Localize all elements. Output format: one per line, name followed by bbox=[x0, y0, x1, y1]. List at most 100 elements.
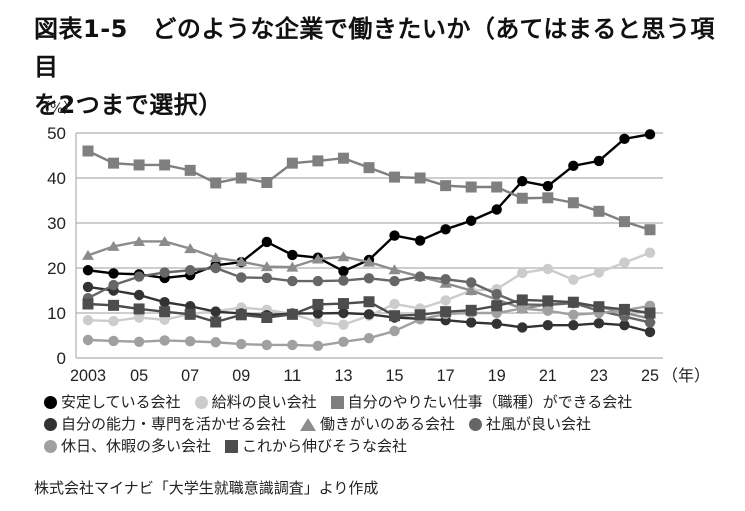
data-point bbox=[491, 204, 502, 215]
x-tick-label: 09 bbox=[232, 366, 250, 385]
data-point bbox=[363, 256, 375, 267]
data-point bbox=[593, 155, 605, 167]
legend-item: 自分の能力・専門を活かせる会社 bbox=[44, 413, 286, 435]
data-point bbox=[337, 152, 349, 164]
legend-triangle-icon bbox=[300, 417, 317, 431]
data-point bbox=[82, 315, 94, 326]
data-point bbox=[568, 309, 579, 320]
data-point bbox=[133, 271, 145, 282]
data-point bbox=[389, 298, 400, 310]
data-point bbox=[414, 172, 426, 184]
y-tick-label: 20 bbox=[47, 259, 66, 278]
legend-circle-icon bbox=[469, 417, 483, 431]
data-point bbox=[363, 296, 375, 308]
data-point bbox=[491, 318, 502, 329]
data-point bbox=[210, 337, 221, 348]
chart-title: 図表1-5 どのような企業で働きたいか（あてはまると思う項目 を2つまで選択） bbox=[34, 10, 734, 124]
data-point bbox=[312, 275, 324, 287]
data-point bbox=[261, 236, 273, 248]
x-tick-label: 07 bbox=[181, 366, 199, 385]
data-point bbox=[338, 307, 349, 319]
x-tick-label: 19 bbox=[488, 366, 506, 385]
data-point bbox=[338, 319, 349, 330]
data-point bbox=[465, 285, 478, 295]
data-point bbox=[363, 273, 375, 284]
data-point bbox=[542, 180, 554, 192]
legend-item: 休日、休暇の多い会社 bbox=[44, 435, 211, 457]
data-point bbox=[465, 215, 477, 226]
data-point bbox=[159, 297, 170, 308]
data-point bbox=[440, 224, 451, 235]
data-point bbox=[389, 230, 400, 241]
legend-item: 社風が良い会社 bbox=[469, 413, 591, 435]
data-point bbox=[389, 275, 400, 287]
data-point bbox=[312, 340, 324, 352]
data-point bbox=[338, 336, 349, 347]
legend-row: 休日、休暇の多い会社 これから伸びそうな会社 bbox=[44, 435, 646, 457]
data-point bbox=[465, 277, 477, 288]
data-point bbox=[440, 295, 451, 306]
x-tick-label: 15 bbox=[386, 366, 404, 385]
data-point bbox=[159, 335, 170, 346]
legend-label: 働きがいのある会社 bbox=[320, 415, 456, 433]
data-point bbox=[159, 267, 170, 278]
data-point bbox=[337, 298, 349, 310]
chart-title-line-1: 図表1-5 どのような企業で働きたいか（あてはまると思う項目 bbox=[34, 15, 715, 81]
data-point bbox=[593, 205, 605, 217]
data-point bbox=[465, 181, 477, 193]
data-point bbox=[363, 333, 375, 344]
data-point bbox=[236, 338, 247, 350]
data-point bbox=[542, 295, 554, 307]
data-point bbox=[542, 263, 554, 275]
data-point bbox=[542, 319, 554, 331]
data-point bbox=[568, 319, 579, 331]
y-tick-label: 50 bbox=[47, 124, 66, 143]
data-point bbox=[184, 301, 196, 312]
x-axis-unit-label: （年） bbox=[662, 366, 710, 385]
data-point bbox=[133, 336, 145, 347]
data-point bbox=[312, 308, 324, 319]
data-point bbox=[260, 261, 273, 272]
data-point bbox=[516, 192, 528, 204]
data-point bbox=[133, 303, 145, 315]
legend-square-icon bbox=[330, 395, 344, 409]
data-point bbox=[491, 300, 503, 312]
data-point bbox=[184, 164, 196, 176]
data-point bbox=[82, 249, 94, 260]
x-tick-label: 23 bbox=[590, 366, 608, 385]
data-point bbox=[440, 274, 451, 285]
y-tick-label: 40 bbox=[47, 169, 66, 188]
data-point bbox=[235, 172, 247, 184]
legend-item: 自分のやりたい仕事（職種）ができる会社 bbox=[330, 391, 632, 413]
data-point bbox=[414, 235, 426, 246]
data-point bbox=[644, 129, 656, 140]
data-point bbox=[261, 272, 273, 284]
legend-circle-icon bbox=[194, 395, 208, 409]
data-point bbox=[644, 307, 656, 319]
data-point bbox=[517, 175, 528, 187]
data-point bbox=[568, 274, 579, 285]
data-point bbox=[235, 256, 248, 267]
data-point bbox=[567, 296, 579, 308]
data-point bbox=[210, 177, 222, 189]
data-point bbox=[440, 306, 452, 318]
data-point bbox=[389, 325, 400, 337]
data-point bbox=[210, 262, 221, 274]
data-point bbox=[210, 316, 222, 328]
legend-circle-icon bbox=[44, 395, 57, 409]
data-point bbox=[644, 247, 656, 258]
chart-title-line-2: を2つまで選択） bbox=[34, 91, 223, 119]
data-point bbox=[619, 319, 630, 331]
data-point bbox=[184, 265, 196, 276]
data-point bbox=[133, 159, 145, 171]
legend-circle-icon bbox=[44, 439, 57, 453]
data-point bbox=[517, 267, 528, 279]
legend-item: 給料の良い会社 bbox=[194, 391, 317, 413]
data-point bbox=[209, 252, 222, 263]
data-point bbox=[388, 264, 401, 275]
data-point bbox=[108, 335, 119, 347]
data-point bbox=[491, 288, 502, 300]
data-point bbox=[82, 298, 94, 310]
data-point bbox=[414, 309, 426, 321]
data-point bbox=[235, 309, 247, 321]
